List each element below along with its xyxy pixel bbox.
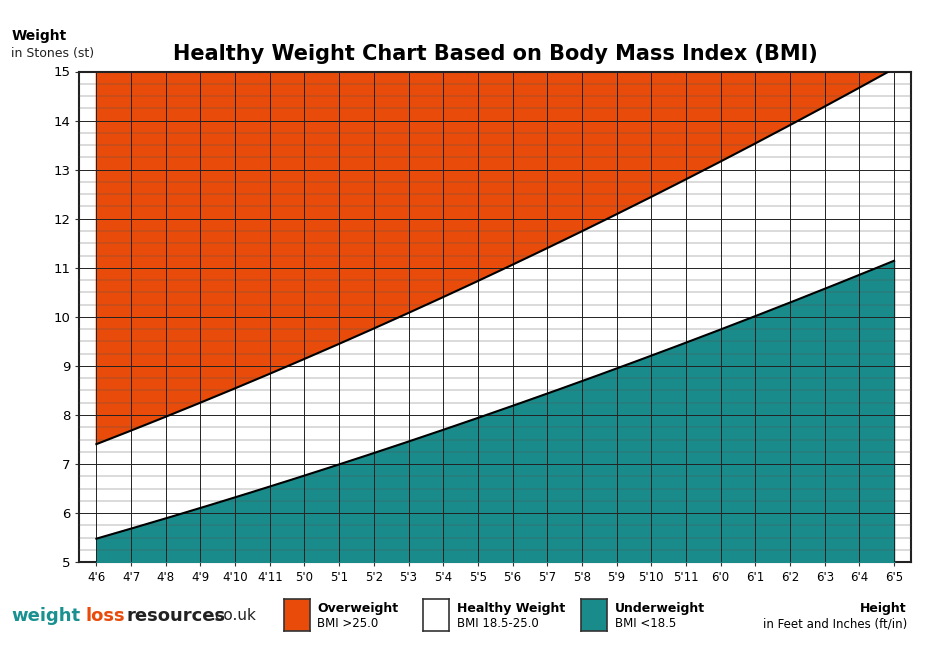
Text: weight: weight: [11, 607, 80, 625]
Text: Weight: Weight: [11, 29, 66, 44]
Text: resources: resources: [126, 607, 226, 625]
Text: BMI <18.5: BMI <18.5: [615, 617, 676, 630]
Text: Healthy Weight: Healthy Weight: [457, 601, 565, 614]
Text: .co.uk: .co.uk: [210, 608, 256, 623]
Text: Overweight: Overweight: [317, 601, 398, 614]
Polygon shape: [97, 72, 894, 444]
Text: in Stones (st): in Stones (st): [11, 47, 94, 60]
Title: Healthy Weight Chart Based on Body Mass Index (BMI): Healthy Weight Chart Based on Body Mass …: [173, 44, 817, 64]
Text: in Feet and Inches (ft/in): in Feet and Inches (ft/in): [763, 617, 907, 630]
Text: Underweight: Underweight: [615, 601, 705, 614]
Text: loss: loss: [86, 607, 126, 625]
Text: BMI 18.5-25.0: BMI 18.5-25.0: [457, 617, 538, 630]
Text: BMI >25.0: BMI >25.0: [317, 617, 379, 630]
Text: Height: Height: [860, 601, 907, 614]
